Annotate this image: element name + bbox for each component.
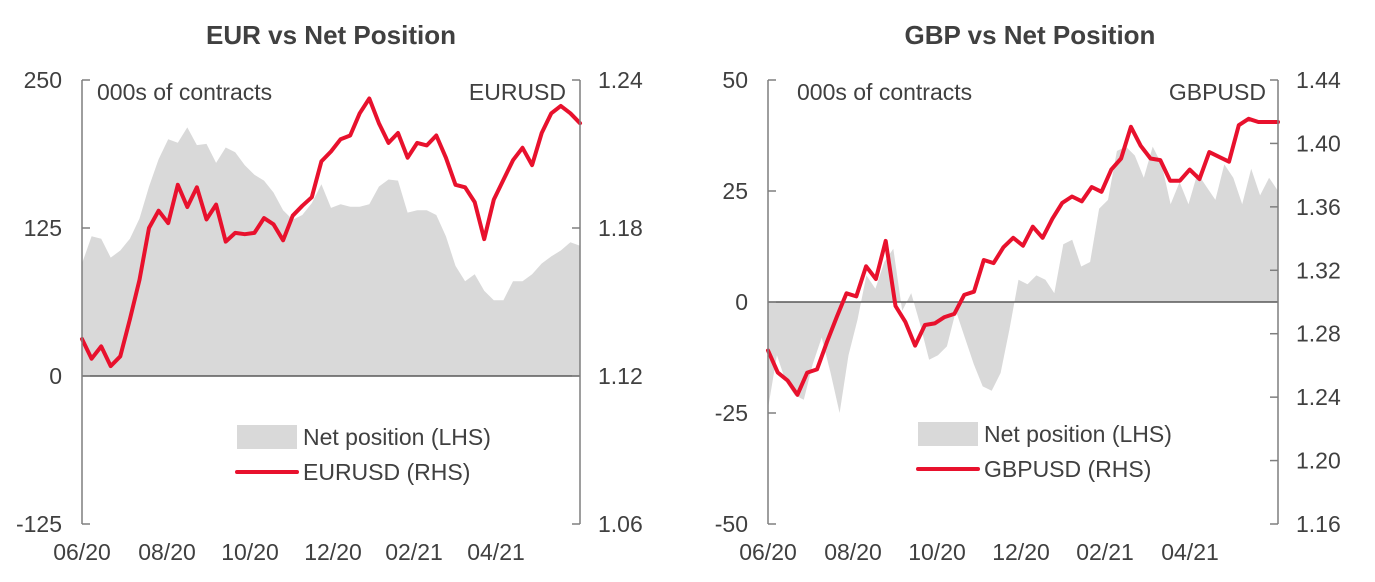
eur-rhs-series-note: EURUSD	[469, 79, 566, 105]
gbp-chart-title: GBP vs Net Position	[905, 20, 1156, 50]
gbp-legend-net-position-label: Net position (LHS)	[984, 421, 1172, 447]
gbp-left-tick-label: 0	[735, 289, 748, 315]
gbp-right-tick-label: 1.16	[1296, 511, 1341, 537]
eur-lhs-unit-note: 000s of contracts	[97, 79, 272, 105]
gbp-left-tick-label: 25	[722, 178, 748, 204]
gbp-lhs-unit-note: 000s of contracts	[797, 79, 972, 105]
gbp-left-tick-label: -50	[715, 511, 748, 537]
eur-fx-rate-line	[80, 96, 582, 369]
gbp-right-tick-label: 1.32	[1296, 257, 1341, 283]
gbp-rhs-series-note: GBPUSD	[1169, 79, 1266, 105]
eur-legend-fx-rate-label: EURUSD (RHS)	[303, 459, 470, 485]
gbp-left-tick-label: -25	[715, 400, 748, 426]
eur-legend-net-position-label: Net position (LHS)	[303, 424, 491, 450]
gbp-x-tick-label: 08/20	[824, 539, 882, 565]
gbp-net-position-area	[768, 146, 1278, 413]
gbp-legend-area-swatch	[918, 422, 978, 446]
gbp-right-tick-label: 1.28	[1296, 321, 1341, 347]
gbp-legend-fx-rate-label: GBPUSD (RHS)	[984, 456, 1151, 482]
eur-right-tick-label: 1.06	[598, 511, 643, 537]
eur-legend-area-swatch	[237, 425, 297, 449]
gbp-x-tick-label: 12/20	[992, 539, 1050, 565]
gbp-right-tick-label: 1.24	[1296, 384, 1341, 410]
gbp-right-tick-label: 1.36	[1296, 194, 1341, 220]
eur-left-tick-label: 125	[24, 215, 62, 241]
eur-left-tick-label: -125	[16, 511, 62, 537]
eur-chart-title: EUR vs Net Position	[206, 20, 456, 50]
gbp-x-tick-label: 02/21	[1076, 539, 1134, 565]
gbp-left-tick-label: 50	[722, 67, 748, 93]
gbp-x-tick-label: 04/21	[1161, 539, 1219, 565]
eur-x-tick-label: 02/21	[385, 539, 443, 565]
eur-left-tick-label: 250	[24, 67, 62, 93]
eur-x-tick-label: 06/20	[53, 539, 111, 565]
eur-x-tick-label: 12/20	[304, 539, 362, 565]
eur-right-tick-label: 1.24	[598, 67, 643, 93]
eur-right-tick-label: 1.12	[598, 363, 643, 389]
eur-x-tick-label: 04/21	[467, 539, 525, 565]
gbp-right-tick-label: 1.44	[1296, 67, 1341, 93]
gbp-x-tick-label: 10/20	[908, 539, 966, 565]
gbp-right-tick-label: 1.40	[1296, 130, 1341, 156]
eur-left-tick-label: 0	[49, 363, 62, 389]
eur-x-tick-label: 08/20	[138, 539, 196, 565]
gbp-x-tick-label: 06/20	[739, 539, 797, 565]
eur-right-tick-label: 1.18	[598, 215, 643, 241]
gbp-fx-rate-line	[766, 116, 1280, 397]
eur-net-position-area	[82, 127, 580, 377]
eur-x-tick-label: 10/20	[221, 539, 279, 565]
gbp-right-tick-label: 1.20	[1296, 448, 1341, 474]
